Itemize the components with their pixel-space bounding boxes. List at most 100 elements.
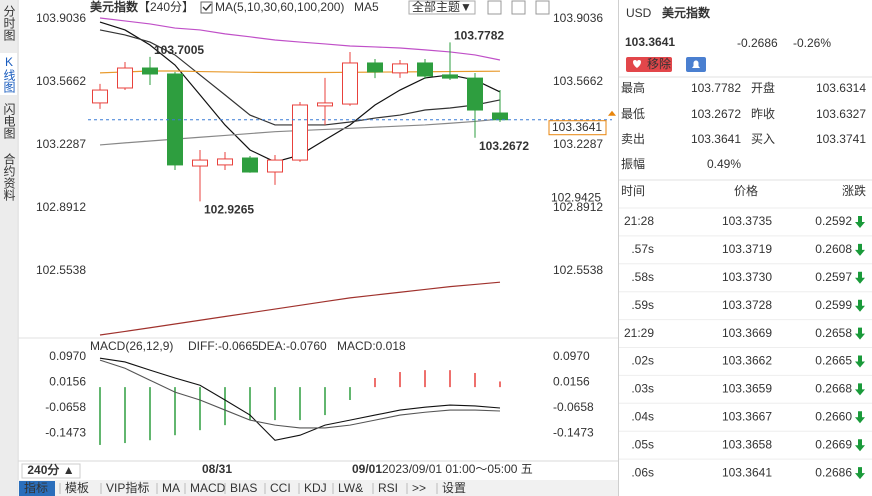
candle-body — [317, 102, 333, 107]
trade-change: 0.2608 — [815, 242, 852, 256]
candle-body — [267, 159, 283, 173]
toolbar-item: MACD — [190, 481, 226, 495]
trade-change: 0.2597 — [815, 270, 852, 284]
stat-value: 103.6327 — [816, 107, 866, 121]
y-tick-label: 103.5662 — [553, 74, 603, 88]
quote-change: -0.2686 — [737, 36, 778, 50]
period-label: 【240分】 — [138, 0, 194, 14]
trade-time: .02s — [631, 354, 654, 368]
stat-label: 最低 — [621, 107, 645, 121]
y-tick-label: 103.9036 — [553, 11, 603, 25]
candle-body — [367, 62, 383, 73]
trade-change: 0.2668 — [815, 382, 852, 396]
candle-body — [392, 63, 408, 74]
price-pointer — [608, 110, 616, 116]
trade-change: 0.2592 — [815, 214, 852, 228]
candle-body — [492, 112, 508, 121]
period-button[interactable] — [21, 463, 81, 479]
y-tick-label: 102.8912 — [553, 200, 603, 214]
macd-legend: MACD(26,12,9) — [90, 339, 173, 353]
stat-label: 振幅 — [621, 156, 645, 171]
toolbar-item: 指标 — [24, 480, 48, 495]
chart-title: 美元指数 — [90, 0, 139, 14]
candle-body — [117, 67, 133, 89]
macd-line — [99, 357, 501, 441]
stat-label: 卖出 — [621, 132, 645, 146]
macd-tick-label: -0.0658 — [45, 400, 86, 414]
down-arrow — [855, 411, 865, 424]
macd-tick-label: 0.0156 — [553, 374, 590, 388]
stat-value: 0.49% — [707, 157, 741, 171]
trades-header: 涨跌 — [842, 183, 866, 198]
trade-time: .57s — [631, 242, 654, 256]
sidebar-bg — [0, 0, 17, 496]
sidebar-tab[interactable]: 闪电图 — [2, 103, 16, 139]
sidebar-tab[interactable]: K线图 — [0, 53, 17, 95]
y-tick-label: 103.2287 — [36, 137, 86, 151]
down-arrow — [855, 439, 865, 452]
toolbar-item: LW& — [338, 481, 363, 495]
macd-tick-label: -0.1473 — [45, 426, 86, 440]
down-arrow — [855, 467, 865, 480]
ma-line — [99, 70, 501, 74]
icon-button[interactable] — [535, 0, 550, 15]
candle-body — [217, 158, 233, 166]
y-tick-label: 103.5662 — [36, 74, 86, 88]
x-tick-label: 08/31 — [202, 462, 232, 476]
sidebar-tab[interactable]: 分时图 — [2, 5, 16, 41]
toolbar-item: MA — [162, 481, 180, 495]
trade-price: 103.3730 — [722, 270, 772, 284]
toolbar-item: 模板 — [65, 481, 89, 495]
trade-time: .03s — [631, 382, 654, 396]
trade-change: 0.2665 — [815, 354, 852, 368]
trade-price: 103.3735 — [722, 214, 772, 228]
toolbar-item: KDJ — [304, 481, 327, 495]
toolbar-item: RSI — [378, 481, 398, 495]
trade-change: 0.2669 — [815, 437, 852, 451]
checkbox[interactable] — [200, 1, 213, 14]
quote-name: 美元指数 — [662, 5, 711, 20]
trade-time: 21:28 — [624, 214, 654, 228]
macd-tick-label: 0.0156 — [49, 374, 86, 388]
trade-price: 103.3658 — [722, 437, 772, 451]
macd-legend: DIFF:-0.0665 — [188, 339, 259, 353]
period-button-label: 240分 ▲ — [27, 462, 74, 477]
toolbar-item: CCI — [270, 481, 291, 495]
macd-tick-label: -0.1473 — [553, 426, 594, 440]
trades-header: 价格 — [734, 183, 758, 198]
candle-body — [342, 62, 358, 105]
trade-price: 103.3669 — [722, 326, 772, 340]
icon-button[interactable] — [511, 0, 526, 15]
toolbar-item: 设置 — [442, 481, 466, 495]
last-price-box — [548, 120, 607, 136]
trade-time: .06s — [631, 465, 654, 479]
macd-line — [99, 359, 501, 429]
theme-button[interactable] — [408, 0, 476, 15]
y-tick-label: 102.5538 — [553, 263, 603, 277]
indicator-label: MA(5,10,30,60,100,200) — [215, 0, 344, 14]
macd-legend: MACD:0.018 — [337, 339, 406, 353]
remove-button-label: 移除 — [647, 56, 671, 71]
extreme-label: 103.7782 — [454, 29, 504, 43]
stat-value: 103.3641 — [691, 132, 741, 146]
sidebar-tab[interactable]: 合约资料 — [2, 153, 16, 201]
trade-change: 0.2660 — [815, 409, 852, 423]
trade-change: 0.2686 — [815, 465, 852, 479]
ma-line — [99, 17, 501, 61]
x-tick-label: 09/01 — [352, 462, 382, 476]
icon-button[interactable] — [487, 0, 502, 15]
indicator-name: MA5 — [354, 0, 379, 14]
cursor-info: 2023/09/01 01:00～05:00 五 — [382, 462, 533, 476]
quote-code: USD — [626, 6, 652, 20]
extreme-label: 102.9265 — [204, 203, 254, 217]
toolbar-item: BIAS — [230, 481, 257, 495]
y-tick-label: 102.8912 — [36, 200, 86, 214]
toolbar-active — [19, 481, 55, 496]
down-arrow — [855, 355, 865, 368]
down-arrow — [855, 271, 865, 284]
candle-body — [192, 159, 208, 167]
down-arrow — [855, 216, 865, 228]
trade-time: .58s — [631, 270, 654, 284]
